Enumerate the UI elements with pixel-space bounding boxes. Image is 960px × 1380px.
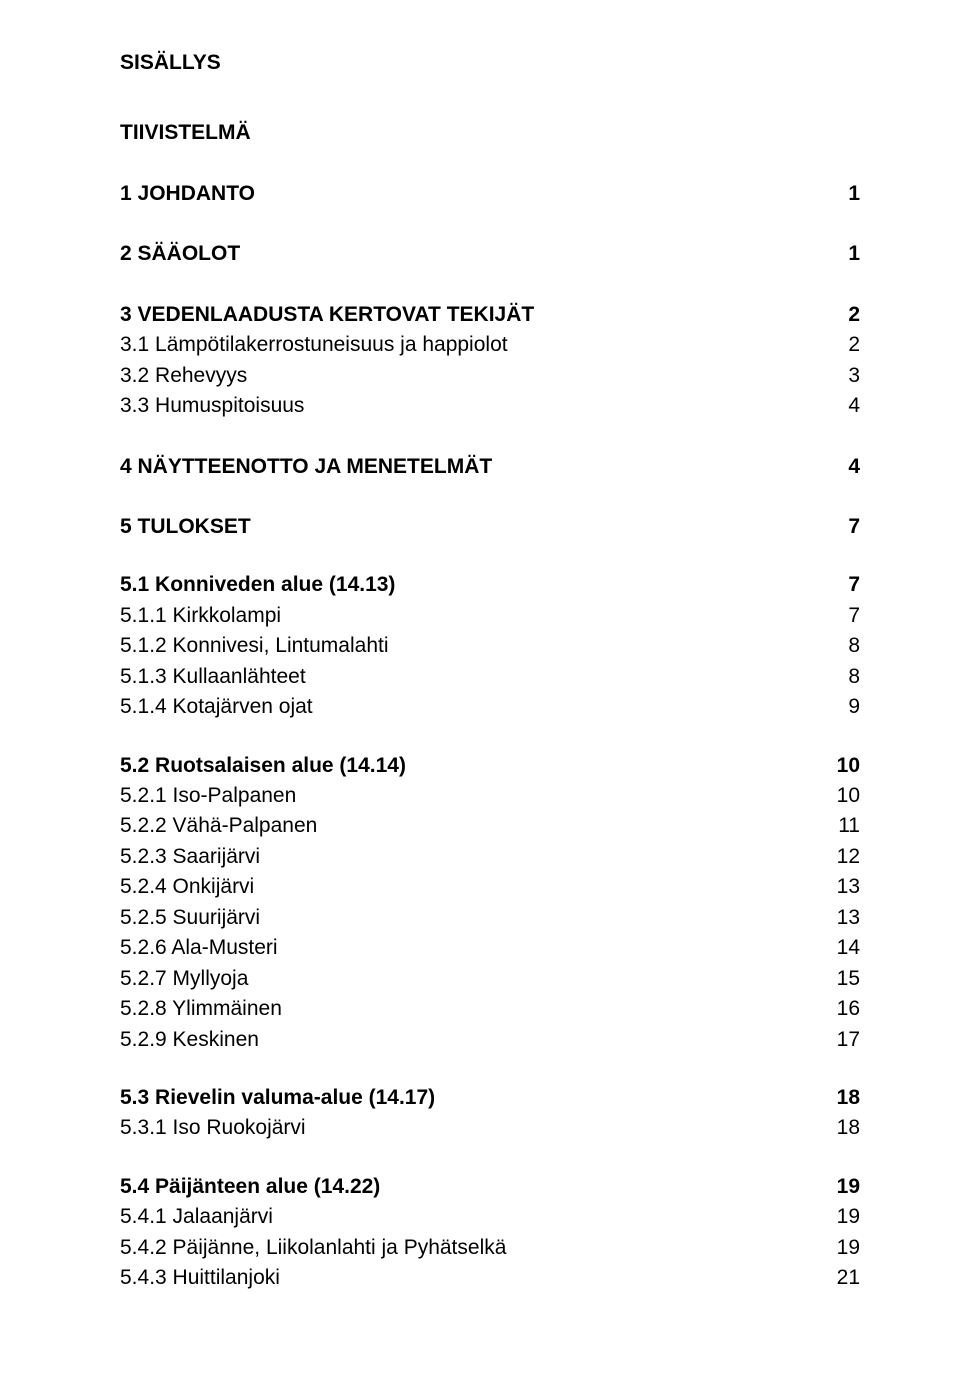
toc-page-number: 2	[808, 330, 861, 360]
toc-entry: 4 NÄYTTEENOTTO JA MENETELMÄT 4	[120, 452, 860, 482]
toc-entry: 5.2.9 Keskinen 17	[120, 1025, 860, 1055]
toc-label: 5.2.8 Ylimmäinen	[120, 994, 282, 1024]
toc-label: 2 SÄÄOLOT	[120, 239, 240, 269]
toc-entry: 5.2.5 Suurijärvi 13	[120, 903, 860, 933]
toc-page-number: 9	[808, 692, 861, 722]
toc-entry: 3.1 Lämpötilakerrostuneisuus ja happiolo…	[120, 330, 860, 360]
toc-page-number: 12	[808, 842, 861, 872]
toc-page-number: 8	[808, 631, 861, 661]
toc-label: 3.3 Humuspitoisuus	[120, 391, 304, 421]
toc-entry: 5.1.1 Kirkkolampi 7	[120, 601, 860, 631]
toc-page-number: 15	[808, 964, 861, 994]
toc-entry: 3.2 Rehevyys 3	[120, 361, 860, 391]
toc-page-number: 13	[808, 903, 861, 933]
toc-label: 5.2 Ruotsalaisen alue (14.14)	[120, 751, 406, 781]
toc-page-number: 19	[808, 1202, 861, 1232]
toc-label: 5 TULOKSET	[120, 512, 251, 542]
toc-label: 4 NÄYTTEENOTTO JA MENETELMÄT	[120, 452, 492, 482]
toc-page-number: 10	[808, 751, 861, 781]
toc-entry: 5.2.7 Myllyoja 15	[120, 964, 860, 994]
toc-entry: 5.4.3 Huittilanjoki 21	[120, 1263, 860, 1293]
toc-label: 5.2.5 Suurijärvi	[120, 903, 260, 933]
toc-page-number: 14	[808, 933, 861, 963]
toc-page-number: 3	[808, 361, 861, 391]
toc-label: 3.2 Rehevyys	[120, 361, 247, 391]
toc-label: 5.1.3 Kullaanlähteet	[120, 662, 306, 692]
table-of-contents: 1 JOHDANTO 1 2 SÄÄOLOT 1 3 VEDENLAADUSTA KER…	[120, 179, 860, 1294]
toc-page-number: 21	[808, 1263, 861, 1293]
toc-entry: 5.3.1 Iso Ruokojärvi 18	[120, 1113, 860, 1143]
toc-label: 5.2.4 Onkijärvi	[120, 872, 254, 902]
toc-label: 5.1.2 Konnivesi, Lintumalahti	[120, 631, 389, 661]
page-title: SISÄLLYS	[120, 48, 860, 78]
toc-label: 5.3.1 Iso Ruokojärvi	[120, 1113, 306, 1143]
toc-entry: 5.4 Päijänteen alue (14.22) 19	[120, 1172, 860, 1202]
toc-entry: 5.2.6 Ala-Musteri 14	[120, 933, 860, 963]
page-container: SISÄLLYS TIIVISTELMÄ 1 JOHDANTO12 SÄÄOLO…	[0, 0, 960, 1380]
toc-page-number: 16	[808, 994, 861, 1024]
toc-label: 5.4.1 Jalaanjärvi	[120, 1202, 273, 1232]
toc-label: 5.2.3 Saarijärvi	[120, 842, 260, 872]
toc-entry: 5.1 Konniveden alue (14.13) 7	[120, 570, 860, 600]
toc-page-number: 1	[808, 239, 861, 269]
abstract-heading: TIIVISTELMÄ	[120, 118, 860, 148]
toc-page-number: 18	[808, 1083, 861, 1113]
toc-page-number: 7	[808, 512, 861, 542]
toc-label: 5.4.3 Huittilanjoki	[120, 1263, 280, 1293]
toc-page-number: 17	[808, 1025, 861, 1055]
toc-label: 5.2.6 Ala-Musteri	[120, 933, 278, 963]
toc-entry: 3 VEDENLAADUSTA KERTOVAT TEKIJÄT 2	[120, 300, 860, 330]
toc-label: 5.1.1 Kirkkolampi	[120, 601, 281, 631]
toc-page-number: 19	[808, 1172, 861, 1202]
toc-entry: 5.2.8 Ylimmäinen 16	[120, 994, 860, 1024]
toc-entry: 5.4.2 Päijänne, Liikolanlahti ja Pyhätse…	[120, 1233, 860, 1263]
toc-entry: 5.1.3 Kullaanlähteet 8	[120, 662, 860, 692]
toc-page-number: 10	[808, 781, 861, 811]
toc-page-number: 2	[808, 300, 861, 330]
toc-page-number: 4	[808, 452, 861, 482]
toc-entry: 1 JOHDANTO 1	[120, 179, 860, 209]
toc-label: 3.1 Lämpötilakerrostuneisuus ja happiolo…	[120, 330, 508, 360]
toc-entry: 5.1.4 Kotajärven ojat 9	[120, 692, 860, 722]
toc-page-number: 7	[808, 570, 861, 600]
toc-entry: 5.4.1 Jalaanjärvi 19	[120, 1202, 860, 1232]
toc-entry: 5.2 Ruotsalaisen alue (14.14) 10	[120, 751, 860, 781]
toc-page-number: 13	[808, 872, 861, 902]
toc-entry: 5.1.2 Konnivesi, Lintumalahti 8	[120, 631, 860, 661]
toc-label: 5.2.9 Keskinen	[120, 1025, 259, 1055]
toc-label: 1 JOHDANTO	[120, 179, 255, 209]
toc-entry: 5.2.4 Onkijärvi 13	[120, 872, 860, 902]
toc-entry: 3.3 Humuspitoisuus 4	[120, 391, 860, 421]
toc-label: 3 VEDENLAADUSTA KERTOVAT TEKIJÄT	[120, 300, 534, 330]
toc-entry: 5.2.2 Vähä-Palpanen 11	[120, 811, 860, 841]
toc-label: 5.2.2 Vähä-Palpanen	[120, 811, 317, 841]
toc-label: 5.1 Konniveden alue (14.13)	[120, 570, 395, 600]
toc-label: 5.4 Päijänteen alue (14.22)	[120, 1172, 380, 1202]
toc-label: 5.2.7 Myllyoja	[120, 964, 248, 994]
toc-label: 5.1.4 Kotajärven ojat	[120, 692, 313, 722]
toc-label: 5.4.2 Päijänne, Liikolanlahti ja Pyhätse…	[120, 1233, 506, 1263]
toc-page-number: 19	[808, 1233, 861, 1263]
toc-page-number: 4	[808, 391, 861, 421]
toc-label: 5.3 Rievelin valuma-alue (14.17)	[120, 1083, 435, 1113]
toc-page-number: 18	[808, 1113, 861, 1143]
toc-page-number: 1	[808, 179, 861, 209]
toc-entry: 5.2.1 Iso-Palpanen 10	[120, 781, 860, 811]
toc-page-number: 11	[808, 811, 861, 841]
toc-entry: 5.3 Rievelin valuma-alue (14.17) 18	[120, 1083, 860, 1113]
toc-label: 5.2.1 Iso-Palpanen	[120, 781, 296, 811]
toc-entry: 2 SÄÄOLOT 1	[120, 239, 860, 269]
toc-page-number: 8	[808, 662, 861, 692]
toc-page-number: 7	[808, 601, 861, 631]
toc-entry: 5.2.3 Saarijärvi 12	[120, 842, 860, 872]
toc-entry: 5 TULOKSET 7	[120, 512, 860, 542]
